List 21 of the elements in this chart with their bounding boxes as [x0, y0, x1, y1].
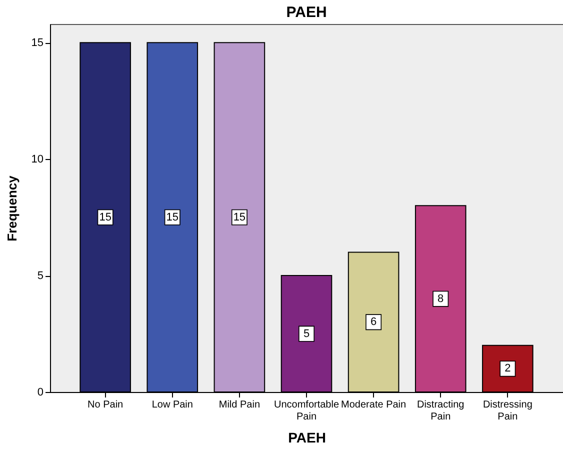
y-tick-label: 0 — [37, 386, 44, 398]
x-tick-label: No Pain — [88, 400, 124, 410]
data-label: 8 — [438, 292, 444, 305]
data-label: 15 — [233, 211, 246, 224]
y-axis-title: Frequency — [4, 174, 20, 242]
data-label: 15 — [99, 211, 112, 224]
x-tick-label: Uncomfortable Pain — [274, 400, 340, 422]
data-label: 5 — [303, 328, 310, 340]
x-tick-label: Mild Pain — [218, 400, 260, 410]
data-label: 2 — [504, 362, 511, 375]
data-label: 15 — [166, 211, 179, 224]
x-tick-label: Low Pain — [152, 400, 193, 410]
x-tick-label: Distressing Pain — [482, 400, 532, 422]
x-tick-label: Moderate Pain — [341, 400, 406, 410]
data-label: 6 — [370, 316, 377, 328]
y-tick-label: 10 — [31, 154, 44, 166]
x-tick-label: Distracting Pain — [416, 400, 464, 422]
y-tick-label: 15 — [31, 37, 44, 50]
y-tick-label: 5 — [37, 270, 44, 282]
x-axis-title: PAEH — [288, 430, 326, 446]
chart-title: PAEH — [286, 4, 327, 21]
